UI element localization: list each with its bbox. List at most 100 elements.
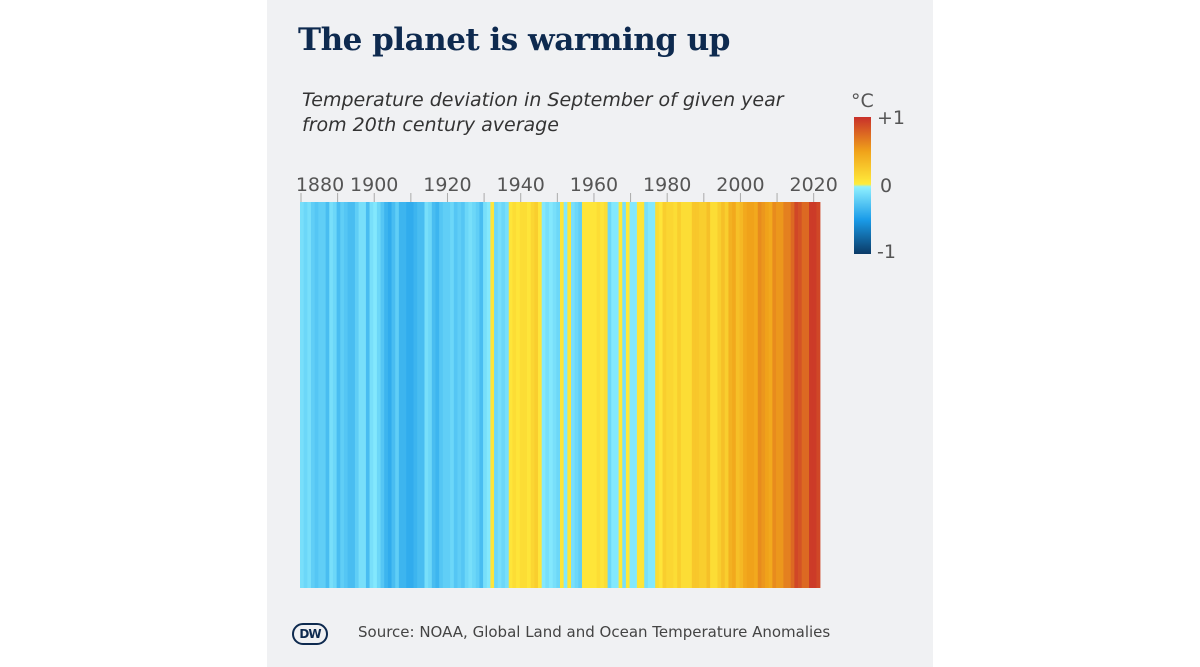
stripe-1885 <box>318 202 323 588</box>
stripe-1971 <box>633 202 638 588</box>
stripe-1894 <box>351 202 356 588</box>
stripe-1923 <box>457 202 462 588</box>
stripe-2020 <box>812 202 817 588</box>
stripe-1945 <box>538 202 543 588</box>
stripe-1910 <box>409 202 414 588</box>
stripe-1964 <box>607 202 612 588</box>
stripe-1909 <box>406 202 411 588</box>
stripe-1999 <box>735 202 740 588</box>
stripe-2011 <box>779 202 784 588</box>
stripe-1948 <box>549 202 554 588</box>
stripe-1962 <box>600 202 605 588</box>
stripe-1890 <box>336 202 341 588</box>
x-axis: 1880 1900 1920 1940 1960 1980 2000 2020 <box>296 174 838 202</box>
stripe-2006 <box>761 202 766 588</box>
stripe-1998 <box>732 202 737 588</box>
stripe-1963 <box>603 202 609 588</box>
stripe-1939 <box>516 202 521 588</box>
stripe-1955 <box>574 202 579 588</box>
dw-logo: DW <box>292 623 328 645</box>
stripe-1901 <box>376 202 381 588</box>
stripe-2012 <box>783 202 788 588</box>
stripe-1958 <box>585 202 590 588</box>
stripe-1974 <box>644 202 649 588</box>
chart-subtitle: Temperature deviation in September of gi… <box>302 88 822 138</box>
stripe-1961 <box>596 202 601 588</box>
stripe-1920 <box>446 202 451 588</box>
stripe-1969 <box>625 202 630 588</box>
stripe-2002 <box>746 202 751 588</box>
stripe-1954 <box>570 202 576 588</box>
stripe-1951 <box>560 202 565 588</box>
stripe-1907 <box>398 202 403 588</box>
stripe-1942 <box>527 202 532 588</box>
stripe-1992 <box>710 202 715 588</box>
stripe-1883 <box>310 202 316 588</box>
stripe-2015 <box>794 202 799 588</box>
stripe-1949 <box>552 202 557 588</box>
stripe-1952 <box>563 202 568 588</box>
stripe-2005 <box>757 202 762 588</box>
stripe-1991 <box>706 202 711 588</box>
stripe-1946 <box>541 202 546 588</box>
stripe-1886 <box>321 202 327 588</box>
stripe-1944 <box>534 202 539 588</box>
stripe-1988 <box>695 202 700 588</box>
stripe-2009 <box>772 202 777 588</box>
stripe-1908 <box>402 202 407 588</box>
stripe-1889 <box>332 202 338 588</box>
stripe-1887 <box>325 202 330 588</box>
stripe-2007 <box>765 202 770 588</box>
stripe-1914 <box>424 202 429 588</box>
stripe-1925 <box>464 202 469 588</box>
stripe-1926 <box>468 202 473 588</box>
stripe-1936 <box>505 202 510 588</box>
stripe-1921 <box>450 202 455 588</box>
stripe-1895 <box>354 202 359 588</box>
stripe-1906 <box>395 202 400 588</box>
stripe-1995 <box>721 202 726 588</box>
stripe-2018 <box>805 202 810 588</box>
stripe-1903 <box>384 202 389 588</box>
chart-title: The planet is warming up <box>298 22 730 58</box>
stripe-1881 <box>303 202 308 588</box>
stripe-1933 <box>494 202 499 588</box>
stripe-1896 <box>358 202 363 588</box>
legend-min-label: -1 <box>877 241 896 263</box>
stripe-1891 <box>340 202 345 588</box>
stripe-1950 <box>556 202 561 588</box>
stripe-1916 <box>431 202 436 588</box>
tick-label-1940: 1940 <box>497 174 545 196</box>
stripe-1930 <box>483 202 488 588</box>
stripe-1924 <box>461 202 466 588</box>
stripe-2021 <box>816 202 821 588</box>
stripe-1960 <box>592 202 598 588</box>
stripe-1943 <box>530 202 535 588</box>
stripe-2017 <box>801 202 806 588</box>
stripe-1888 <box>329 202 334 588</box>
tick-label-1980: 1980 <box>643 174 691 196</box>
stripe-1902 <box>380 202 385 588</box>
stripe-1922 <box>453 202 458 588</box>
stripe-1940 <box>519 202 524 588</box>
legend-color-bar <box>854 117 871 254</box>
stripe-1884 <box>314 202 319 588</box>
stripe-1979 <box>662 202 667 588</box>
tick-label-2000: 2000 <box>716 174 764 196</box>
stripe-1918 <box>439 202 444 588</box>
stripe-2004 <box>754 202 759 588</box>
tick-label-1920: 1920 <box>423 174 471 196</box>
stripe-1892 <box>343 202 349 588</box>
stripe-1900 <box>373 202 378 588</box>
stripe-1904 <box>387 202 392 588</box>
stripes-group <box>300 202 821 588</box>
legend-max-label: +1 <box>877 107 905 129</box>
stripe-1959 <box>589 202 594 588</box>
stripe-1934 <box>497 202 502 588</box>
stripe-1898 <box>365 202 370 588</box>
stripe-2000 <box>739 202 744 588</box>
stripe-1880 <box>300 202 305 588</box>
stripe-1911 <box>413 202 418 588</box>
stripe-1947 <box>545 202 550 588</box>
